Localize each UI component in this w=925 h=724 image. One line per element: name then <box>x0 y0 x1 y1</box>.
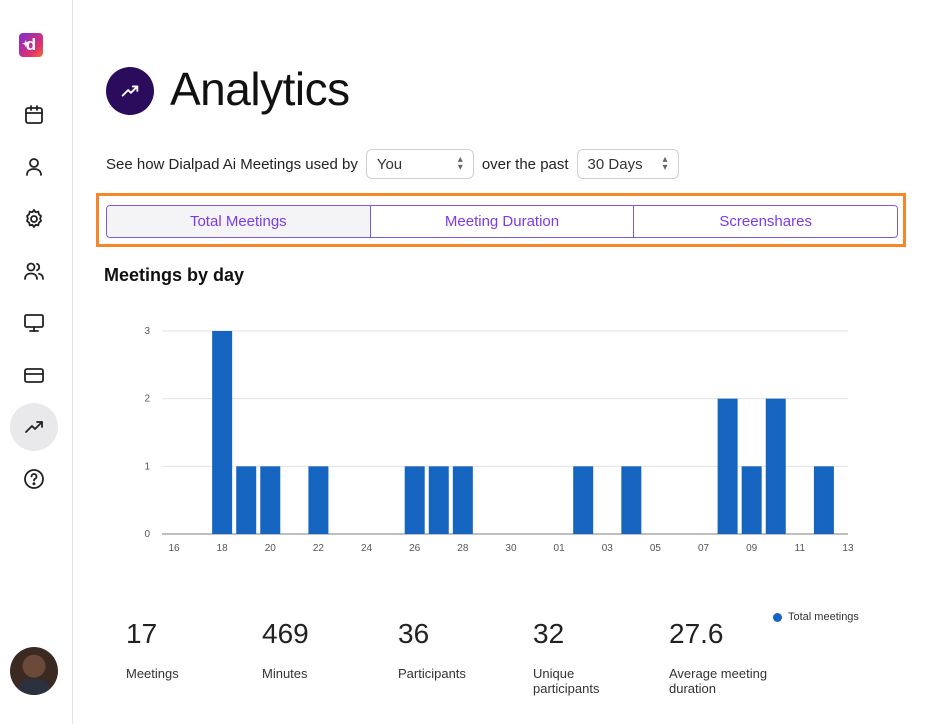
team-nav-button[interactable] <box>10 247 58 295</box>
filter-middle-text: over the past <box>481 155 569 173</box>
x-tick-label: 05 <box>650 543 662 554</box>
bar <box>404 466 425 534</box>
sidebar: ✦ d <box>0 0 73 724</box>
stat-value: 32 <box>533 618 565 649</box>
user-scope-select[interactable]: You ▴ ▾ <box>365 149 474 179</box>
monitor-icon <box>24 314 44 332</box>
stat-meetings: 17 Meetings <box>126 618 246 681</box>
stat-value: 469 <box>262 618 309 649</box>
x-tick-label: 07 <box>698 543 710 554</box>
settings-nav-button[interactable] <box>10 195 58 243</box>
x-tick-label: 13 <box>842 543 854 554</box>
x-tick-label: 24 <box>361 543 373 554</box>
x-tick-label: 26 <box>409 543 421 554</box>
bar <box>260 466 281 534</box>
calendar-icon <box>25 105 43 124</box>
legend-swatch <box>773 612 782 622</box>
gear-icon <box>26 209 42 228</box>
bar <box>236 466 257 534</box>
x-tick-label: 20 <box>265 543 277 554</box>
bar <box>212 331 233 534</box>
help-icon <box>24 469 44 489</box>
bar <box>621 466 642 534</box>
x-tick-label: 11 <box>795 543 806 554</box>
user-icon <box>26 158 42 176</box>
page-title: Analytics <box>170 63 350 115</box>
y-tick-label: 1 <box>144 461 150 472</box>
stat-label: Minutes <box>262 666 308 681</box>
stat-label: Meetings <box>126 666 179 681</box>
credit-card-icon <box>24 368 44 383</box>
select-chevron-icon: ▴ ▾ <box>457 154 463 173</box>
trending-up-icon <box>121 85 139 97</box>
y-tick-label: 3 <box>144 326 150 337</box>
filter-prefix-text: See how Dialpad Ai Meetings used by <box>106 155 358 173</box>
tab-screenshares[interactable]: Screenshares <box>634 206 897 237</box>
user-scope-value: You <box>376 155 403 173</box>
profile-nav-button[interactable] <box>10 143 58 191</box>
x-tick-label: 03 <box>602 543 614 554</box>
x-tick-label: 22 <box>313 543 325 554</box>
select-chevron-icon: ▴ ▾ <box>662 154 668 173</box>
calendar-nav-button[interactable] <box>10 91 58 139</box>
x-tick-label: 28 <box>457 543 469 554</box>
analytics-header-icon <box>106 67 154 115</box>
x-tick-label: 18 <box>217 543 229 554</box>
x-tick-label: 30 <box>505 543 517 554</box>
x-tick-label: 09 <box>746 543 758 554</box>
legend-label: Total meetings <box>788 611 859 623</box>
x-tick-label: 16 <box>168 543 180 554</box>
stat-participants: 36 Participants <box>398 618 518 681</box>
stat-minutes: 469 Minutes <box>262 618 382 681</box>
tab-total-meetings[interactable]: Total Meetings <box>107 206 371 237</box>
stat-value: 36 <box>398 618 430 649</box>
stat-label: Average meeting duration <box>669 666 768 696</box>
trending-up-icon <box>25 421 43 433</box>
tabs-highlight-box <box>96 193 906 247</box>
x-tick-label: 01 <box>554 543 566 554</box>
y-tick-label: 2 <box>144 394 150 405</box>
stat-label: Participants <box>398 666 466 681</box>
bar <box>573 466 594 534</box>
bar <box>308 466 329 534</box>
bar <box>452 466 473 534</box>
chart-legend: Total meetings <box>773 611 859 623</box>
rooms-nav-button[interactable] <box>10 299 58 347</box>
help-nav-button[interactable] <box>10 455 58 503</box>
stat-value: 27.6 <box>669 618 724 649</box>
tab-meeting-duration[interactable]: Meeting Duration <box>370 206 635 237</box>
metric-tabs: Total Meetings Meeting Duration Screensh… <box>106 205 898 238</box>
billing-nav-button[interactable] <box>10 351 58 399</box>
y-tick-label: 0 <box>144 529 150 540</box>
bar <box>717 398 738 534</box>
date-range-select[interactable]: 30 Days ▴ ▾ <box>576 149 679 179</box>
date-range-value: 30 Days <box>587 155 643 173</box>
user-avatar[interactable] <box>10 647 58 695</box>
stat-unique-participants: 32 Unique participants <box>533 618 613 696</box>
bar <box>428 466 449 534</box>
dialpad-logo[interactable]: ✦ d <box>19 33 43 57</box>
stat-label: Unique participants <box>533 666 600 696</box>
stat-value: 17 <box>126 618 158 649</box>
bar <box>813 466 834 534</box>
bar <box>765 398 786 534</box>
chart-section-title: Meetings by day <box>104 265 245 285</box>
bar <box>741 466 762 534</box>
analytics-nav-button[interactable] <box>10 403 58 451</box>
stat-average-duration: 27.6 Average meeting duration <box>669 618 779 696</box>
filter-row: See how Dialpad Ai Meetings used by You … <box>106 148 687 180</box>
users-icon <box>24 262 44 280</box>
